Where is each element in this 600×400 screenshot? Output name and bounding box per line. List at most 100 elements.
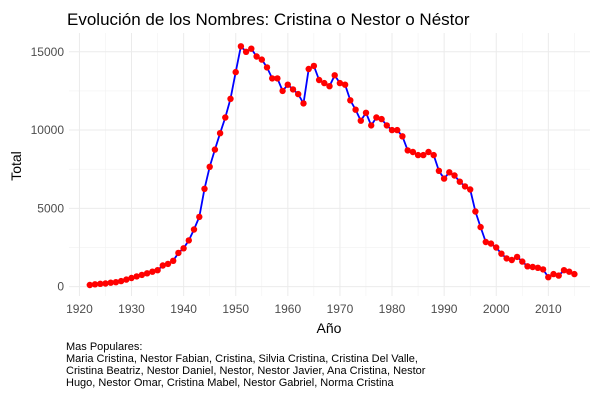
data-point xyxy=(451,172,458,179)
data-point xyxy=(404,147,411,154)
x-tick-label: 1940 xyxy=(170,302,197,316)
data-point xyxy=(550,270,557,278)
data-point xyxy=(274,75,281,82)
data-point xyxy=(237,43,245,50)
y-axis-ticks: 0 5000 10000 15000 xyxy=(31,45,65,294)
series-points xyxy=(86,43,578,289)
data-point xyxy=(175,249,182,257)
caption-line: Cristina Beatriz, Nestor Daniel, Nestor,… xyxy=(66,365,426,377)
chart-title: Evolución de los Nombres: Cristina o Nes… xyxy=(67,10,470,29)
data-point xyxy=(331,72,338,79)
data-point xyxy=(383,122,390,129)
data-point xyxy=(242,48,250,55)
caption: Mas Populares: Maria Cristina, Nestor Fa… xyxy=(66,341,426,389)
data-point xyxy=(529,263,536,271)
data-point xyxy=(430,151,437,159)
data-point xyxy=(170,257,177,264)
data-point xyxy=(326,83,333,90)
data-point xyxy=(571,270,578,278)
data-point xyxy=(560,267,568,274)
caption-line: Hugo, Nestor Omar, Cristina Mabel, Nesto… xyxy=(66,377,395,389)
data-point xyxy=(164,260,172,268)
data-point xyxy=(232,68,239,76)
data-point xyxy=(211,146,219,153)
data-point xyxy=(373,114,380,121)
data-point xyxy=(534,264,542,271)
data-point xyxy=(107,279,114,286)
data-point xyxy=(519,258,526,265)
data-point xyxy=(461,183,469,190)
data-point xyxy=(123,276,130,283)
data-point xyxy=(216,130,224,137)
data-point xyxy=(341,81,349,88)
x-tick-label: 1950 xyxy=(222,302,249,316)
data-point xyxy=(446,169,453,176)
data-point xyxy=(357,117,364,124)
data-point xyxy=(185,237,192,244)
y-tick-label: 0 xyxy=(57,280,64,294)
y-tick-label: 10000 xyxy=(31,123,65,137)
data-point xyxy=(279,87,286,95)
data-point xyxy=(409,148,417,156)
data-point xyxy=(498,250,505,257)
data-point xyxy=(295,90,302,98)
data-point xyxy=(414,151,422,159)
data-point xyxy=(477,223,484,231)
data-point xyxy=(263,64,271,71)
data-point xyxy=(222,114,229,121)
x-tick-label: 1980 xyxy=(379,302,406,316)
data-point xyxy=(102,280,109,287)
data-point xyxy=(487,240,495,247)
x-tick-label: 1970 xyxy=(327,302,354,316)
data-point xyxy=(149,268,156,275)
caption-line: Mas Populares: xyxy=(66,341,142,353)
data-point xyxy=(300,100,307,107)
y-axis-label: Total xyxy=(8,151,24,181)
data-point xyxy=(493,244,500,251)
data-point xyxy=(133,273,140,280)
data-point xyxy=(138,271,146,279)
data-point xyxy=(524,263,531,270)
data-point xyxy=(258,56,265,63)
data-point xyxy=(284,81,291,88)
data-point xyxy=(472,208,479,215)
data-point xyxy=(248,45,255,52)
data-point xyxy=(190,226,198,233)
data-point xyxy=(289,86,297,93)
data-point xyxy=(435,167,443,174)
data-point xyxy=(269,75,276,82)
data-point xyxy=(555,272,562,279)
data-point xyxy=(368,122,375,129)
x-tick-label: 1930 xyxy=(118,302,145,316)
data-point xyxy=(86,281,94,289)
data-point xyxy=(206,163,213,170)
data-point xyxy=(196,213,203,221)
data-point xyxy=(112,279,120,286)
data-point xyxy=(305,65,312,73)
data-point xyxy=(467,186,474,193)
data-point xyxy=(420,151,427,159)
data-point xyxy=(253,53,260,60)
data-point xyxy=(154,267,161,274)
data-point xyxy=(482,238,489,246)
x-axis-label: Año xyxy=(317,320,342,336)
data-point xyxy=(336,79,344,87)
data-point xyxy=(399,133,406,140)
data-point xyxy=(456,178,463,185)
data-point xyxy=(513,253,521,261)
data-point xyxy=(227,95,234,103)
x-axis-ticks: 1920 1930 1940 1950 1960 1970 1980 1990 2000 2010 xyxy=(66,302,562,316)
x-tick-label: 1990 xyxy=(431,302,458,316)
data-point xyxy=(315,76,323,84)
data-point xyxy=(310,62,318,70)
data-point xyxy=(545,274,552,281)
data-point xyxy=(347,97,354,104)
data-point xyxy=(394,126,401,134)
data-point xyxy=(503,255,510,262)
data-point xyxy=(378,115,385,123)
y-tick-label: 5000 xyxy=(37,201,64,215)
x-tick-label: 1960 xyxy=(274,302,301,316)
x-tick-label: 2000 xyxy=(483,302,510,316)
data-point xyxy=(128,274,135,282)
